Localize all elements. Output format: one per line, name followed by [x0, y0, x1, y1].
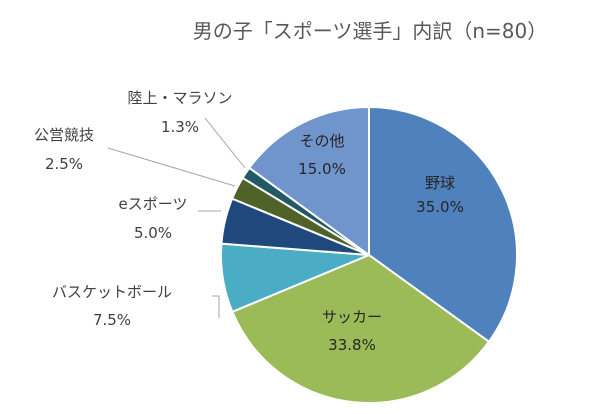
value-label-soccer: 33.8% — [328, 336, 376, 354]
category-label-soccer: サッカー — [322, 308, 382, 326]
leader-line-track-marathon — [204, 117, 246, 169]
leader-line-basketball — [212, 295, 220, 318]
pie-slice-soccer — [231, 253, 491, 404]
category-label-public-racing: 公営競技 — [34, 126, 94, 144]
value-label-esports: 5.0% — [134, 224, 172, 242]
category-label-esports: eスポーツ — [119, 195, 188, 213]
category-label-basketball: バスケットボール — [52, 283, 172, 301]
category-label-baseball: 野球 — [425, 174, 455, 192]
value-label-basketball: 7.5% — [93, 311, 131, 329]
pie-slice-other — [247, 105, 370, 257]
chart-title: 男の子「スポーツ選手」内訳（n=80） — [193, 19, 547, 43]
category-label-other: その他 — [299, 132, 344, 150]
category-label-track-marathon: 陸上・マラソン — [127, 89, 232, 107]
value-label-other: 15.0% — [298, 160, 346, 178]
leader-line-public-racing — [107, 147, 236, 187]
value-label-public-racing: 2.5% — [45, 155, 83, 173]
value-label-baseball: 35.0% — [416, 198, 464, 216]
value-label-track-marathon: 1.3% — [161, 118, 199, 136]
pie-slice-baseball — [368, 105, 518, 344]
